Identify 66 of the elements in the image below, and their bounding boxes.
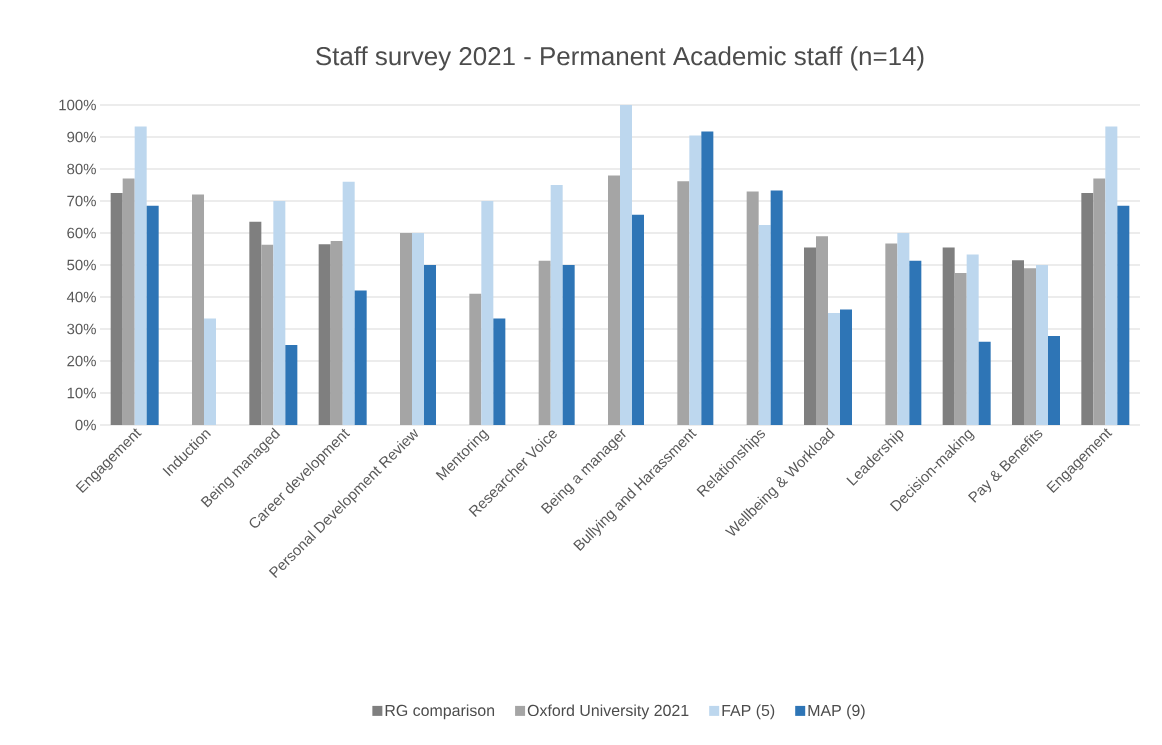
legend-label: RG comparison xyxy=(385,704,495,720)
bar xyxy=(942,247,955,425)
bar xyxy=(632,214,644,425)
bar xyxy=(122,178,135,425)
y-tick-label: 70% xyxy=(67,195,96,207)
bar xyxy=(758,224,771,425)
bar xyxy=(134,126,147,425)
bar xyxy=(354,290,367,425)
y-tick-label: 20% xyxy=(67,355,96,367)
bar xyxy=(562,264,575,425)
y-tick-label: 40% xyxy=(66,291,96,303)
bar xyxy=(804,247,816,425)
bar xyxy=(966,254,979,425)
bar xyxy=(954,272,967,425)
legend-label: Oxford University 2021 xyxy=(527,704,689,720)
bar xyxy=(840,309,852,425)
bar xyxy=(412,232,425,425)
bar xyxy=(909,260,922,425)
bar xyxy=(1048,336,1060,425)
y-tick-label: 60% xyxy=(67,227,96,239)
bar xyxy=(897,232,910,425)
bar xyxy=(261,244,274,425)
bar xyxy=(330,240,343,425)
legend-label: MAP (9) xyxy=(808,704,865,720)
y-tick-label: 100% xyxy=(59,99,96,111)
bar xyxy=(689,135,702,425)
bar xyxy=(816,236,828,425)
bar xyxy=(110,192,123,425)
bar xyxy=(978,341,991,425)
bar xyxy=(424,264,437,425)
bar xyxy=(1024,268,1036,425)
bar xyxy=(481,200,494,425)
bar xyxy=(1081,192,1094,425)
bar xyxy=(493,318,506,425)
y-tick-label: 10% xyxy=(67,387,96,399)
bar xyxy=(342,181,355,425)
bar xyxy=(1105,126,1118,425)
bar xyxy=(746,191,759,425)
y-tick-label: 90% xyxy=(67,131,96,143)
bar xyxy=(273,200,286,425)
bar xyxy=(400,232,413,425)
y-tick-label: 80% xyxy=(67,163,96,175)
bar xyxy=(204,318,217,425)
bar xyxy=(550,184,563,425)
bar xyxy=(285,344,298,425)
bar xyxy=(701,131,714,425)
bar xyxy=(1012,260,1024,425)
bar xyxy=(1093,178,1106,425)
chart-title: Staff survey 2021 - Permanent Academic staff (n=14) xyxy=(316,46,924,71)
bar xyxy=(770,190,783,425)
bar xyxy=(146,205,159,425)
bar xyxy=(885,243,898,425)
bar xyxy=(608,175,620,425)
bar xyxy=(828,312,840,425)
bar xyxy=(249,221,262,425)
bar xyxy=(469,293,482,425)
bar xyxy=(538,260,551,425)
bar xyxy=(318,244,331,425)
legend-label: FAP (5) xyxy=(722,704,775,720)
bar xyxy=(620,104,632,425)
bar xyxy=(192,194,205,425)
bar xyxy=(1117,205,1130,425)
bar xyxy=(1036,264,1048,425)
y-tick-label: 50% xyxy=(67,259,96,271)
bar xyxy=(677,181,690,425)
y-tick-label: 30% xyxy=(67,323,96,335)
